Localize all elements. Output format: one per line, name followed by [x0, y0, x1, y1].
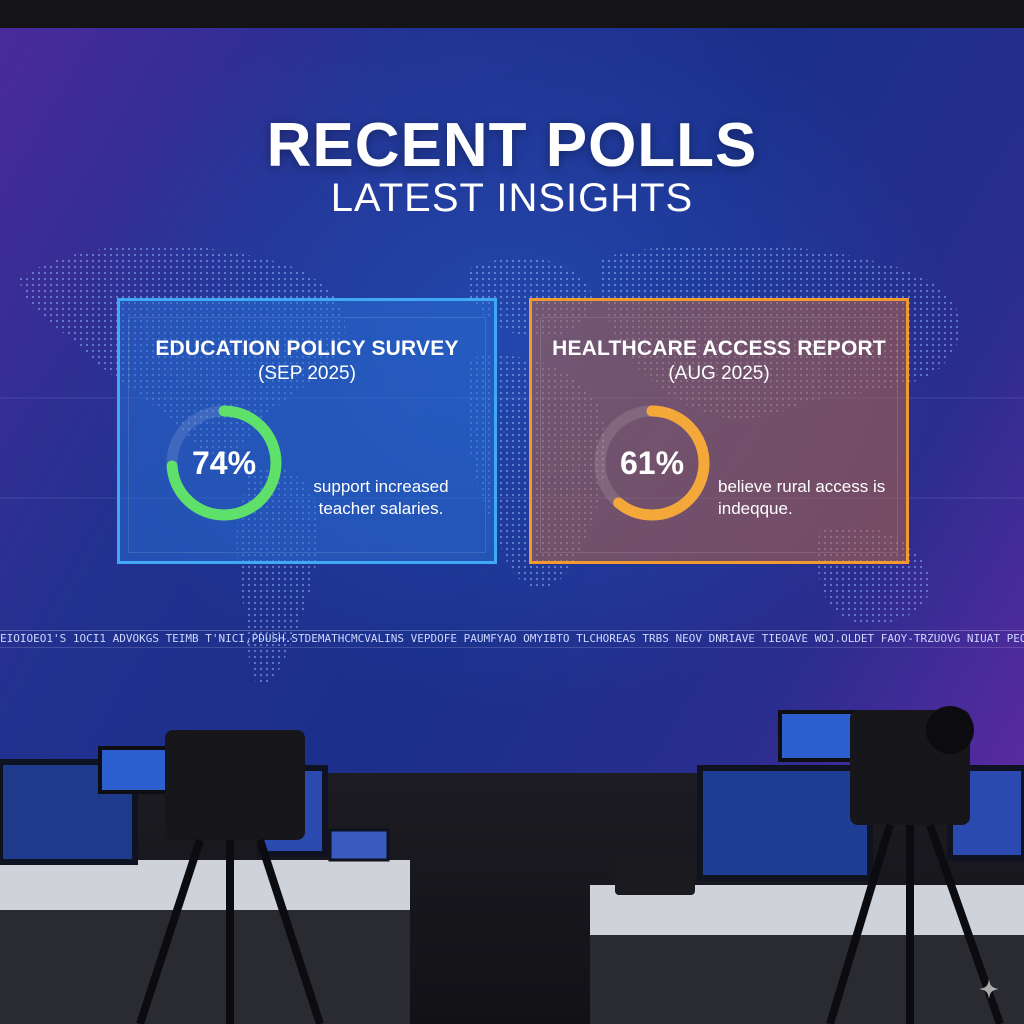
left-camera-viewfinder [98, 746, 172, 794]
left-desk [0, 860, 410, 910]
card-title: HEALTHCARE ACCESS REPORT [552, 337, 886, 360]
card-inner-frame [540, 317, 898, 553]
healthcare-poll-card: HEALTHCARE ACCESS REPORT (AUG 2025) 61% … [529, 298, 909, 564]
left-camera-body [165, 730, 305, 840]
percent-ring [166, 405, 282, 521]
card-description: believe rural access is indeqque. [718, 477, 886, 518]
top-bar [0, 0, 1024, 28]
percent-value: 74% [191, 444, 257, 481]
page-subtitle: LATEST INSIGHTS [330, 176, 694, 220]
card-inner-frame [128, 317, 486, 553]
left-small-screen [328, 828, 390, 862]
right-monitor-1 [697, 765, 873, 881]
percent-ring-arc [166, 405, 282, 521]
card-description: support increased teacher salaries. [313, 477, 449, 518]
card-date: (SEP 2025) [258, 363, 356, 384]
percent-ring-arc [594, 405, 710, 521]
education-poll-card: EDUCATION POLICY SURVEY (SEP 2025) 74% s… [117, 298, 497, 564]
card-date: (AUG 2025) [668, 363, 770, 384]
page-title: RECENT POLLS [266, 111, 758, 180]
percent-value: 61% [619, 444, 685, 481]
sparkle-icon [979, 979, 999, 999]
studio-foreground [0, 706, 1024, 1024]
desk-phone [615, 855, 695, 895]
card-title: EDUCATION POLICY SURVEY [155, 337, 459, 360]
percent-ring [594, 405, 710, 521]
news-ticker: EIOIOEO1'S 1OCI1 ADVOKGS TEIMB T'NICI,PD… [0, 630, 1024, 648]
right-camera-viewfinder [778, 710, 857, 762]
